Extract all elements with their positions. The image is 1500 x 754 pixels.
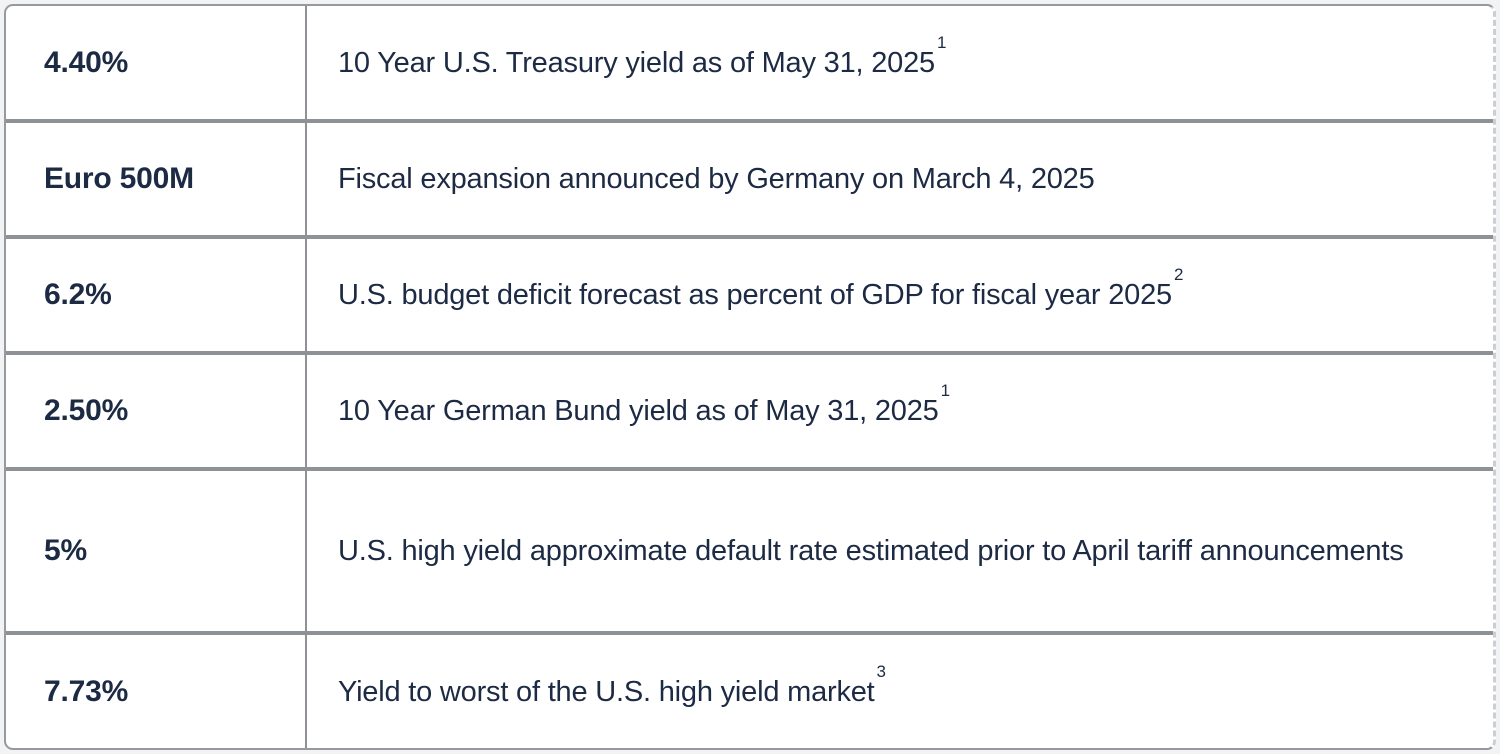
- stat-value: 2.50%: [44, 394, 129, 427]
- stat-description-text: Fiscal expansion announced by Germany on…: [338, 163, 1095, 195]
- stat-value: 6.2%: [44, 278, 112, 311]
- stat-value: 5%: [44, 534, 87, 567]
- stat-description-cell: U.S. high yield approximate default rate…: [307, 471, 1493, 631]
- stats-table: 4.40% 10 Year U.S. Treasury yield as of …: [4, 4, 1496, 750]
- stat-value-cell: 2.50%: [6, 355, 307, 467]
- stat-description-cell: Fiscal expansion announced by Germany on…: [307, 123, 1493, 235]
- table-row: 4.40% 10 Year U.S. Treasury yield as of …: [6, 6, 1493, 119]
- stat-description-text: U.S. high yield approximate default rate…: [338, 535, 1404, 567]
- stat-value-cell: 7.73%: [6, 635, 307, 748]
- stat-description-text: 10 Year German Bund yield as of May 31, …: [338, 395, 939, 427]
- footnote-superscript: 2: [1173, 265, 1184, 285]
- stat-value-cell: 6.2%: [6, 239, 307, 351]
- stat-description: U.S. budget deficit forecast as percent …: [338, 265, 1184, 322]
- footnote-superscript: 1: [940, 381, 950, 401]
- stat-description-cell: 10 Year U.S. Treasury yield as of May 31…: [307, 6, 1493, 119]
- table-row: 6.2% U.S. budget deficit forecast as per…: [6, 235, 1493, 351]
- table-row: Euro 500M Fiscal expansion announced by …: [6, 119, 1493, 235]
- footnote-superscript: 3: [876, 661, 886, 681]
- stat-description-cell: 10 Year German Bund yield as of May 31, …: [307, 355, 1493, 467]
- stat-description: 10 Year German Bund yield as of May 31, …: [338, 381, 950, 438]
- stat-value-cell: 4.40%: [6, 6, 307, 119]
- stat-value-cell: 5%: [6, 471, 307, 631]
- stat-description: Yield to worst of the U.S. high yield ma…: [338, 661, 886, 719]
- stat-description: Fiscal expansion announced by Germany on…: [338, 152, 1095, 206]
- stat-value: 7.73%: [44, 674, 129, 708]
- stat-description-text: Yield to worst of the U.S. high yield ma…: [338, 675, 875, 708]
- table-row: 7.73% Yield to worst of the U.S. high yi…: [6, 631, 1493, 748]
- table-row: 5% U.S. high yield approximate default r…: [6, 467, 1493, 631]
- footnote-superscript: 1: [936, 32, 947, 52]
- stat-description: 10 Year U.S. Treasury yield as of May 31…: [338, 32, 947, 90]
- stat-description-cell: U.S. budget deficit forecast as percent …: [307, 239, 1493, 351]
- stat-description: U.S. high yield approximate default rate…: [338, 524, 1404, 578]
- stat-description-cell: Yield to worst of the U.S. high yield ma…: [307, 635, 1493, 748]
- stat-value: 4.40%: [44, 45, 129, 79]
- stat-description-text: U.S. budget deficit forecast as percent …: [338, 279, 1172, 311]
- stat-description-text: 10 Year U.S. Treasury yield as of May 31…: [338, 46, 935, 79]
- table-row: 2.50% 10 Year German Bund yield as of Ma…: [6, 351, 1493, 467]
- stat-value: Euro 500M: [44, 162, 194, 195]
- stat-value-cell: Euro 500M: [6, 123, 307, 235]
